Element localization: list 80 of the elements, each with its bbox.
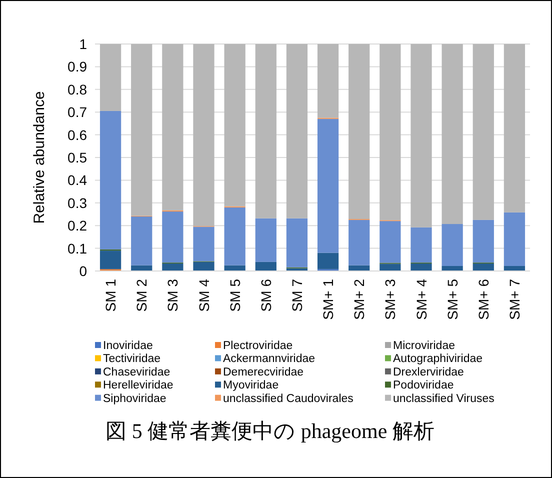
x-tick-label: SM 4: [196, 278, 212, 312]
bar: [255, 262, 276, 271]
legend-label: Chaseviridae: [103, 366, 170, 378]
x-tick-label: SM+ 7: [506, 278, 522, 320]
bar: [348, 44, 370, 220]
bar: [472, 264, 494, 271]
bar: [193, 262, 214, 271]
bar: [442, 44, 463, 224]
bar: [100, 44, 122, 111]
bar: [504, 266, 526, 271]
bar: [224, 207, 246, 266]
legend-label: Tectiviridae: [103, 353, 161, 366]
legend-label: unclassified Caudovirales: [223, 392, 354, 405]
y-tick-label: 0.3: [68, 194, 88, 211]
x-tick-label: SM 2: [134, 278, 150, 312]
legend-label: Plectroviridae: [223, 340, 293, 352]
y-tick-label: 0.1: [68, 240, 88, 256]
y-tick-label: 0.9: [68, 58, 88, 75]
bar: [317, 252, 339, 270]
bar: [410, 44, 432, 228]
legend-label: Demerecviridae: [223, 366, 304, 378]
bar: [410, 227, 432, 263]
bar: [162, 264, 184, 271]
legend-label: unclassified Viruses: [393, 392, 495, 405]
bar: [472, 44, 494, 220]
legend-label: Autographiviridae: [393, 353, 483, 366]
bar: [255, 218, 276, 262]
bar: [162, 212, 184, 263]
bar: [286, 218, 308, 268]
legend-label: Podoviridae: [393, 380, 454, 392]
bar: [193, 226, 214, 262]
bar: [317, 118, 339, 253]
y-tick-label: 0.5: [68, 150, 88, 166]
bar: [286, 44, 308, 218]
bar: [472, 220, 494, 263]
bar: [504, 212, 526, 266]
bar: [380, 221, 401, 263]
x-tick-label: SM+ 6: [475, 278, 492, 320]
bar: [224, 44, 246, 206]
legend-label: Herelleviridae: [103, 380, 174, 392]
caption: 図 5 健常者糞便中の phageome 解析: [106, 419, 434, 443]
x-tick-label: SM+ 3: [382, 278, 398, 320]
x-tick-label: SM+ 2: [351, 278, 368, 320]
bar: [380, 264, 401, 271]
legend-label: Ackermannviridae: [223, 353, 316, 366]
x-tick-label: SM+ 4: [413, 278, 430, 320]
legend-label: Siphoviridae: [103, 392, 166, 405]
bar: [193, 44, 214, 226]
y-axis-title: Relative abundance: [31, 91, 48, 224]
bar: [442, 224, 463, 266]
bar: [162, 44, 184, 210]
legend-label: Microviridae: [393, 340, 455, 352]
bar: [410, 264, 432, 271]
y-tick-label: 0: [79, 263, 88, 279]
y-tick-label: 0.2: [68, 218, 88, 234]
bar: [255, 44, 276, 218]
bar: [442, 266, 463, 271]
bar: [317, 44, 339, 118]
x-tick-label: SM 6: [258, 278, 274, 312]
y-tick-label: 0.7: [68, 104, 88, 120]
bar: [100, 110, 122, 250]
legend-label: Drexlerviridae: [393, 366, 464, 378]
bar: [131, 216, 152, 266]
y-tick-label: 1: [79, 36, 88, 52]
bar: [504, 44, 526, 212]
legend-label: Inoviridae: [103, 340, 153, 352]
x-tick-label: SM 3: [164, 278, 181, 312]
y-tick-label: 0.8: [68, 81, 88, 98]
x-tick-label: SM 1: [102, 278, 119, 312]
legend-label: Myoviridae: [223, 380, 279, 392]
bar: [131, 44, 152, 216]
y-tick-label: 0.6: [68, 126, 88, 143]
y-tick-label: 0.4: [68, 172, 88, 188]
bar: [380, 44, 401, 220]
x-tick-label: SM+ 5: [444, 278, 460, 320]
bar: [348, 220, 370, 266]
x-tick-label: SM 7: [288, 278, 305, 312]
x-tick-label: SM 5: [226, 278, 243, 312]
x-tick-label: SM+ 1: [320, 278, 336, 320]
bar: [100, 250, 122, 270]
